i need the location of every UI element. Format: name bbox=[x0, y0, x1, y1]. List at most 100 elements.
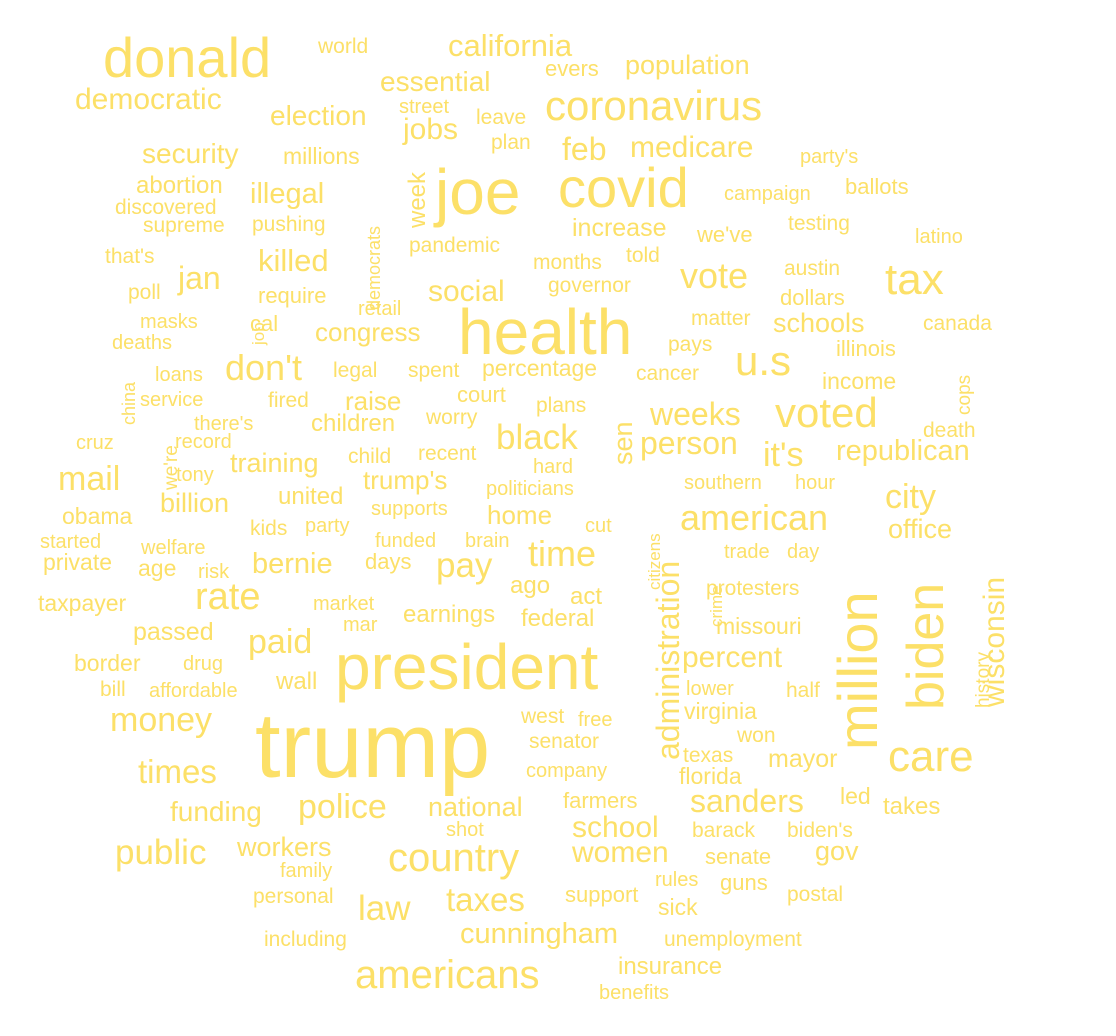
word-brain: brain bbox=[465, 530, 510, 552]
word-senator: senator bbox=[529, 730, 600, 753]
word-black: black bbox=[496, 418, 578, 457]
word-passed: passed bbox=[133, 618, 214, 646]
word-law: law bbox=[358, 889, 411, 928]
word-border: border bbox=[74, 650, 141, 676]
word-person: person bbox=[640, 425, 738, 461]
word-u-s: u.s bbox=[735, 337, 792, 384]
word-coronavirus: coronavirus bbox=[545, 82, 763, 129]
word-training: training bbox=[230, 448, 319, 478]
word-masks: masks bbox=[140, 311, 198, 333]
word-missouri: missouri bbox=[716, 613, 802, 639]
word-postal: postal bbox=[787, 883, 844, 906]
word-kids: kids bbox=[250, 517, 288, 540]
word-federal: federal bbox=[521, 605, 595, 632]
word-jan: jan bbox=[178, 260, 221, 296]
word-support: support bbox=[565, 882, 639, 907]
word-recent: recent bbox=[418, 442, 477, 465]
word-mayor: mayor bbox=[768, 745, 838, 773]
word-affordable: affordable bbox=[149, 680, 238, 702]
word-west: west bbox=[521, 705, 565, 728]
word-governor: governor bbox=[548, 274, 631, 297]
word-tony: tony bbox=[176, 464, 214, 486]
word-personal: personal bbox=[253, 885, 334, 908]
word-obama: obama bbox=[62, 503, 133, 529]
word-retail: retail bbox=[358, 298, 402, 320]
word-time: time bbox=[528, 533, 597, 574]
word-street: street bbox=[399, 96, 450, 118]
word-farmers: farmers bbox=[563, 788, 638, 813]
word-plan: plan bbox=[491, 131, 531, 154]
word-supports: supports bbox=[371, 498, 448, 520]
word-free: free bbox=[578, 709, 613, 731]
word-money: money bbox=[110, 701, 213, 739]
word-taxes: taxes bbox=[446, 881, 525, 918]
word-testing: testing bbox=[788, 212, 850, 235]
word-market: market bbox=[313, 593, 375, 615]
word-family: family bbox=[280, 860, 333, 882]
word-public: public bbox=[115, 833, 207, 872]
word-sen: sen bbox=[608, 421, 638, 465]
word-american: american bbox=[680, 497, 829, 538]
word-children: children bbox=[311, 410, 396, 437]
word-medicare: medicare bbox=[630, 131, 754, 164]
word-record: record bbox=[175, 431, 232, 453]
word-history: history bbox=[973, 652, 994, 708]
word-trade: trade bbox=[724, 541, 770, 563]
word-women: women bbox=[572, 836, 669, 869]
word-dollars: dollars bbox=[780, 285, 845, 310]
word-mail: mail bbox=[58, 460, 121, 498]
word-spent: spent bbox=[408, 359, 460, 382]
word-unemployment: unemployment bbox=[664, 928, 802, 951]
word-day: day bbox=[787, 541, 820, 563]
word-florida: florida bbox=[679, 763, 742, 789]
word-illinois: illinois bbox=[836, 336, 896, 361]
word-social: social bbox=[428, 275, 505, 308]
word-texas: texas bbox=[683, 744, 734, 767]
word-cut: cut bbox=[585, 515, 612, 537]
word-democratic: democratic bbox=[75, 83, 222, 116]
word-party: party bbox=[305, 515, 350, 537]
word-care: care bbox=[888, 732, 974, 781]
word-child: child bbox=[348, 445, 392, 468]
word-campaign: campaign bbox=[724, 183, 811, 205]
word-pushing: pushing bbox=[252, 213, 326, 236]
word-hard: hard bbox=[533, 456, 574, 478]
word-funded: funded bbox=[375, 530, 437, 552]
word-deaths: deaths bbox=[112, 332, 173, 354]
word-it-s: it's bbox=[763, 436, 804, 474]
word-administration: administration bbox=[650, 560, 686, 760]
word-week: week bbox=[404, 171, 431, 228]
word-million: million bbox=[826, 591, 889, 750]
word-service: service bbox=[140, 389, 204, 411]
word-that-s: that's bbox=[105, 245, 155, 268]
word-discovered: discovered bbox=[115, 196, 217, 219]
word-don-t: don't bbox=[225, 347, 302, 388]
word-cunningham: cunningham bbox=[460, 918, 618, 950]
word-cops: cops bbox=[954, 374, 975, 415]
word-pandemic: pandemic bbox=[409, 234, 501, 257]
word-senate: senate bbox=[705, 844, 772, 869]
word-bill: bill bbox=[100, 678, 126, 701]
word-pay: pay bbox=[436, 546, 493, 585]
word-sick: sick bbox=[658, 894, 698, 920]
word-times: times bbox=[138, 753, 217, 790]
word-lower: lower bbox=[686, 678, 734, 700]
word-rules: rules bbox=[655, 869, 699, 891]
word-office: office bbox=[888, 514, 953, 544]
word-evers: evers bbox=[545, 56, 599, 81]
word-there-s: there's bbox=[194, 413, 254, 435]
word-court: court bbox=[457, 382, 506, 407]
word-millions: millions bbox=[283, 143, 360, 169]
word-sanders: sanders bbox=[690, 783, 804, 819]
word-vote: vote bbox=[680, 255, 749, 296]
word-austin: austin bbox=[784, 257, 841, 280]
word-police: police bbox=[298, 788, 387, 826]
word-election: election bbox=[270, 100, 367, 131]
word-virginia: virginia bbox=[684, 698, 757, 724]
word-population: population bbox=[625, 50, 750, 80]
word-shot: shot bbox=[446, 819, 484, 841]
word-percentage: percentage bbox=[482, 355, 598, 381]
word-half: half bbox=[786, 679, 820, 702]
word-home: home bbox=[487, 500, 553, 530]
